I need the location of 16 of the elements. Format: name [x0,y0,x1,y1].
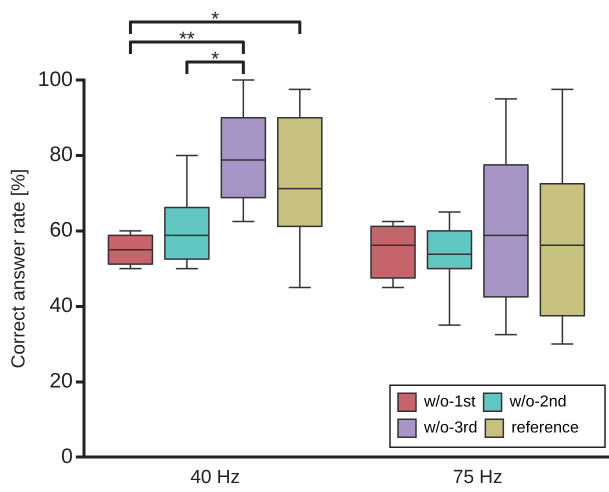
y-tick-label: 20 [49,370,73,393]
x-tick-label: 40 Hz [190,466,240,488]
y-tick-label: 60 [49,218,73,242]
legend-label: reference [511,420,580,437]
text: * [211,8,220,31]
legend-label: w/o-3rd [423,420,478,437]
y-tick-label: 40 [49,294,73,318]
x-tick-label: 75 Hz [452,466,503,488]
legend-label: w/o-1st [423,394,476,411]
y-axis-title: Correct answer rate [%] [8,168,30,368]
y-tick-label: 100 [38,68,73,91]
y-tick-label: 80 [49,143,73,166]
text: ** [179,28,195,51]
y-tick-label: 0 [61,444,73,468]
text: * [211,48,220,71]
legend-label: w/o-2nd [508,394,566,411]
